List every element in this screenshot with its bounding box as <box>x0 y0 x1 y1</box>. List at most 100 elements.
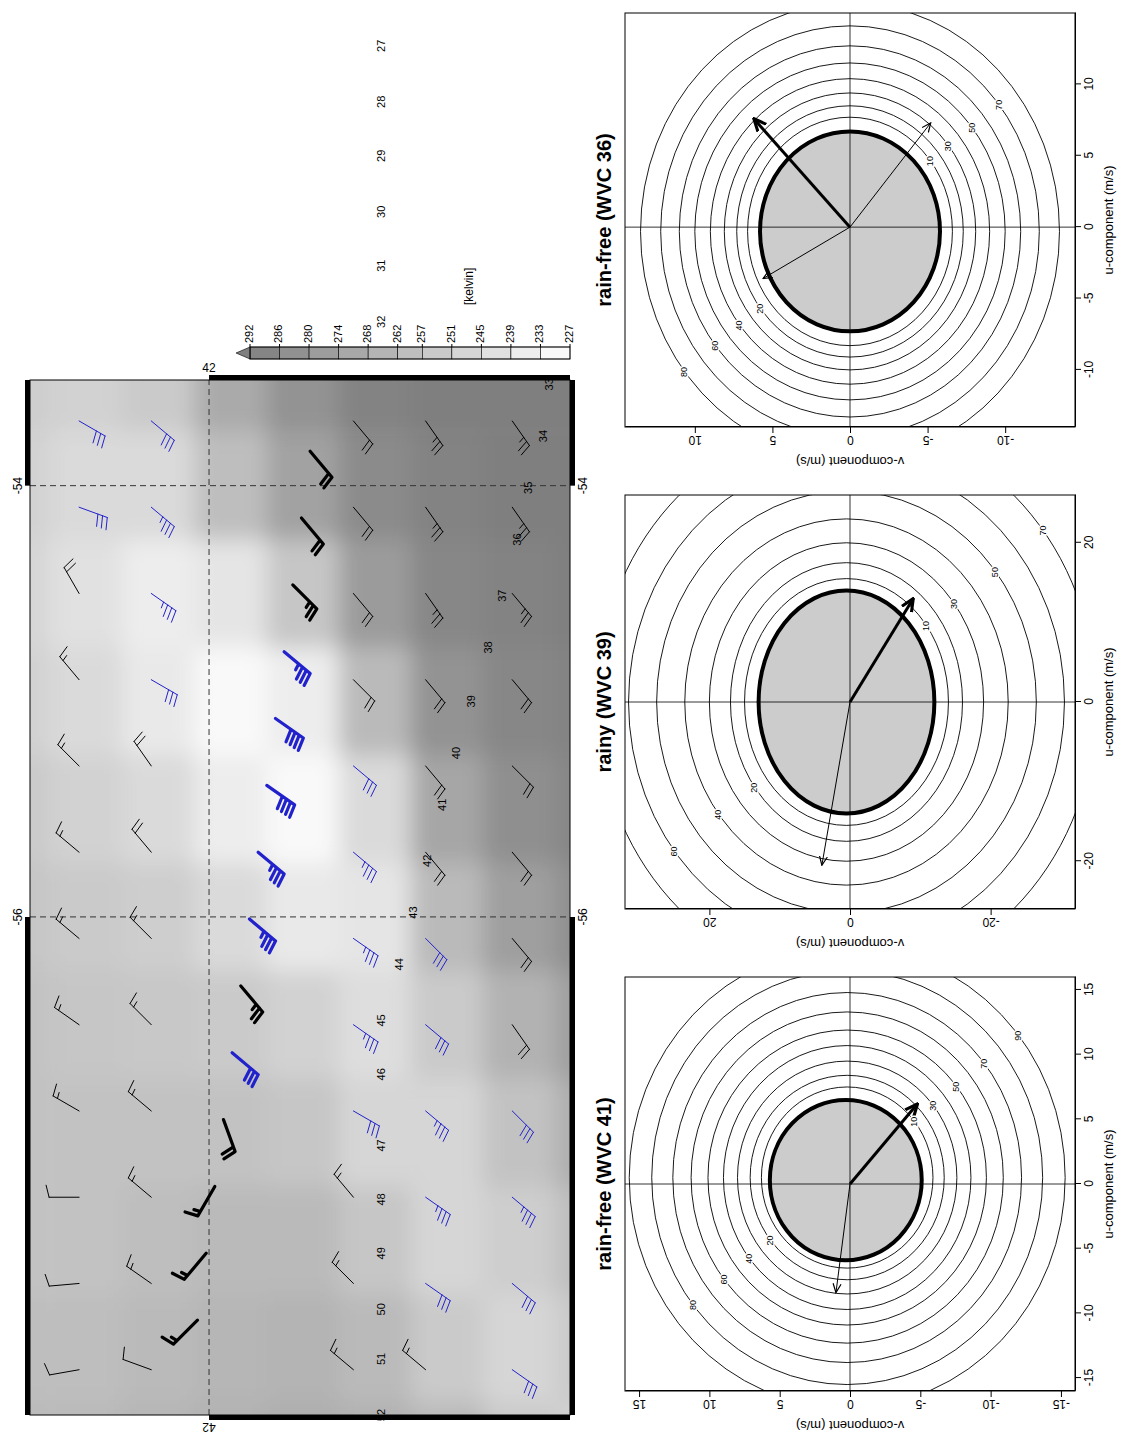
x-axis: -15-10-5051015 <box>1075 977 1096 1391</box>
solution-arrow <box>850 123 931 227</box>
field-cell <box>267 1186 340 1294</box>
y-tick: 10 <box>703 1391 717 1411</box>
wind-barb <box>512 938 531 971</box>
x-tick-label: -10 <box>1082 360 1096 378</box>
x-tick-label: 20 <box>1082 535 1096 549</box>
contour-line <box>708 1030 986 1325</box>
wind-barb <box>151 593 176 622</box>
x-axis-title: u-component (m/s) <box>1101 165 1116 274</box>
y-tick-label: -15 <box>1052 1397 1070 1411</box>
x-tick-label: 0 <box>1082 223 1096 230</box>
y-tick-mark <box>772 427 773 433</box>
field-cell <box>556 755 570 863</box>
field-cell <box>195 755 268 863</box>
wind-barb <box>301 518 323 555</box>
x-tick-mark <box>1075 83 1081 84</box>
wind-barb <box>64 559 79 594</box>
wvc-label: 29 <box>375 150 387 162</box>
wind-barb <box>426 1197 451 1226</box>
field-cell <box>267 1078 340 1186</box>
solution-arrow <box>850 1104 918 1184</box>
field-cell <box>483 1078 556 1186</box>
colorbar-tick-label: 245 <box>474 325 486 343</box>
wind-barb <box>151 421 174 451</box>
x-tick-mark <box>1075 542 1081 543</box>
colorbar-cell <box>309 347 339 359</box>
wind-barb <box>353 593 372 626</box>
wind-barb <box>512 852 531 885</box>
colorbar-frame <box>250 347 570 359</box>
field-cell <box>483 1294 556 1402</box>
y-tick: -5 <box>915 1391 926 1411</box>
x-tick-label: -20 <box>1082 852 1096 870</box>
solution-arrow <box>822 702 850 865</box>
field-cell <box>267 647 340 755</box>
contour-label: 80 <box>679 367 689 377</box>
colorbar-cell <box>250 347 280 359</box>
field-cell <box>267 1402 340 1415</box>
field-cell <box>556 1186 570 1294</box>
y-axis-title: v-component (m/s) <box>796 936 904 951</box>
wind-barb <box>512 1370 537 1399</box>
wvc-label: 50 <box>375 1303 387 1315</box>
y-tick: -5 <box>922 427 933 447</box>
wvc-label: 32 <box>375 316 387 328</box>
x-tick: 5 <box>1075 1115 1096 1122</box>
field-cell <box>556 1294 570 1402</box>
wvc-label: 47 <box>375 1139 387 1151</box>
wvc-label: 33 <box>543 378 555 390</box>
y-tick: 0 <box>847 909 854 929</box>
x-tick: 10 <box>1075 77 1096 91</box>
colorbar-tick <box>368 344 369 347</box>
colorbar-tick <box>540 344 541 347</box>
contour-label: 90 <box>1013 1031 1023 1041</box>
colorbar-tick <box>309 344 310 347</box>
y-tick-mark <box>850 909 851 915</box>
wvc-label: 31 <box>375 260 387 272</box>
wind-barb <box>426 1025 449 1055</box>
y-axis: -10-50510 <box>626 427 1076 448</box>
colorbar-tick-label: 286 <box>272 325 284 343</box>
y-tick-mark <box>850 427 851 433</box>
contour-labels: 102030405060708090 <box>688 1031 1024 1310</box>
colorbar-cell <box>511 347 541 359</box>
field-cell <box>483 970 556 1078</box>
solution-arrow <box>850 599 913 703</box>
x-axis: -10-50510 <box>1075 13 1096 427</box>
x-tick: -20 <box>1075 852 1096 870</box>
x-tick-label: 10 <box>1082 1047 1096 1061</box>
x-tick-label: 5 <box>1082 152 1096 159</box>
field-cell <box>30 755 51 863</box>
contour-line <box>750 1075 944 1279</box>
y-tick-mark <box>928 427 929 433</box>
y-tick-label: -5 <box>922 433 933 447</box>
field-cell <box>339 647 412 755</box>
field-cell <box>411 1402 484 1415</box>
y-axis-line <box>626 426 1076 427</box>
y-axis: -20020 <box>626 909 1076 930</box>
y-tick-label: -20 <box>982 915 1000 929</box>
border-bar <box>25 380 30 486</box>
colorbar-tick <box>510 344 511 347</box>
wind-barb <box>127 1255 152 1284</box>
colorbar-cell <box>540 347 570 359</box>
border-bar <box>570 380 575 486</box>
wind-barb <box>426 1283 451 1312</box>
x-tick: 20 <box>1075 535 1096 549</box>
y-tick-mark <box>991 909 992 915</box>
field-cell <box>122 1402 195 1415</box>
panel-frame <box>625 13 1075 427</box>
lat-label: 42 <box>202 1420 216 1434</box>
wvc-label: 46 <box>375 1068 387 1080</box>
field-cell <box>122 755 195 863</box>
wind-barb <box>426 680 445 713</box>
contour-label: 70 <box>979 1059 989 1069</box>
y-axis-line <box>626 908 1076 909</box>
wind-barb <box>45 1274 79 1286</box>
wind-barbs <box>45 421 537 1399</box>
colorbar-tick <box>397 344 398 347</box>
wind-barb <box>512 1025 529 1059</box>
wind-barb <box>55 996 80 1025</box>
panel-title: rain-free (WVC 41) <box>593 1097 615 1270</box>
y-tick-label: 5 <box>769 433 776 447</box>
